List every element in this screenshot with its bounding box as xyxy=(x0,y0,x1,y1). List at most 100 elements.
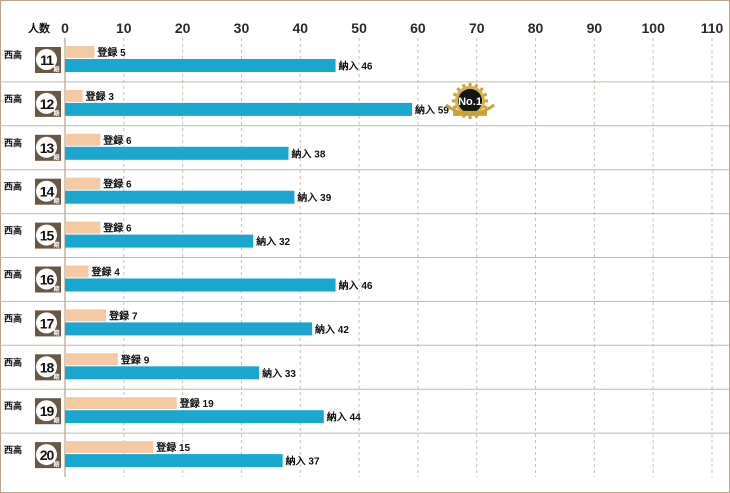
row-prefix-label: 西高 xyxy=(4,400,22,411)
row-prefix-label: 西高 xyxy=(4,93,22,104)
row-prefix-label: 西高 xyxy=(4,137,22,148)
row-badge-circle xyxy=(36,356,57,378)
row-badge-circle xyxy=(36,49,57,70)
row-prefix-label: 西高 xyxy=(4,356,22,367)
bar-登録 xyxy=(65,46,95,58)
data-label-納入: 納入 44 xyxy=(327,411,361,424)
row-prefix-label: 西高 xyxy=(4,49,22,60)
data-label-登録: 登録 6 xyxy=(102,222,132,235)
row-number-label: 20 xyxy=(40,447,55,463)
gold-no1-medal-icon: No.1 xyxy=(445,82,495,119)
x-tick-label: 30 xyxy=(234,20,250,36)
medal-inner xyxy=(458,88,483,113)
bar-登録 xyxy=(65,397,177,410)
x-tick-label: 100 xyxy=(642,20,666,36)
bar-納入 xyxy=(65,454,283,468)
bar-納入 xyxy=(65,59,336,72)
data-label-登録: 登録 3 xyxy=(85,90,115,103)
x-tick-label: 80 xyxy=(528,20,544,36)
x-tick-label: 70 xyxy=(469,20,485,36)
x-tick-label: 20 xyxy=(175,20,191,36)
row-suffix-label: 期 xyxy=(52,285,59,293)
data-label-納入: 納入 42 xyxy=(315,323,349,336)
row-badge-circle xyxy=(36,180,57,202)
data-label-納入: 納入 38 xyxy=(292,147,326,160)
bar-納入 xyxy=(65,102,413,116)
row-13: 西高 13期 登録 6 納入 38 xyxy=(4,133,326,161)
bar-納入 xyxy=(65,278,336,292)
data-label-納入: 納入 32 xyxy=(256,235,290,248)
x-tick-label: 110 xyxy=(701,20,724,36)
data-label-納入: 納入 33 xyxy=(262,367,296,380)
row-12: 西高 12期 登録 3 納入 59 No.1 xyxy=(4,82,495,119)
x-tick-label: 10 xyxy=(116,20,132,36)
row-16: 西高 16期 登録 4 納入 46 xyxy=(4,265,373,293)
data-label-登録: 登録 7 xyxy=(108,309,138,322)
x-tick-label: 90 xyxy=(587,20,603,36)
row-number-label: 15 xyxy=(40,228,55,244)
bar-納入 xyxy=(65,146,289,160)
row-number-label: 17 xyxy=(40,315,55,331)
bar-納入 xyxy=(65,410,324,424)
medal-text: No.1 xyxy=(458,96,482,108)
row-badge-circle xyxy=(36,92,57,114)
bar-登録 xyxy=(65,265,89,278)
row-badge-circle xyxy=(36,444,57,466)
bar-登録 xyxy=(65,309,107,322)
bar-登録 xyxy=(65,353,118,366)
data-label-納入: 納入 37 xyxy=(286,455,320,468)
row-prefix-label: 西高 xyxy=(4,225,22,236)
row-badge-circle xyxy=(36,224,57,246)
bar-登録 xyxy=(65,133,101,146)
row-badge-circle xyxy=(36,268,57,290)
row-suffix-label: 期 xyxy=(52,373,59,381)
data-label-登録: 登録 19 xyxy=(179,397,214,410)
row-suffix-label: 期 xyxy=(52,197,59,205)
data-label-納入: 納入 39 xyxy=(297,191,331,204)
row-badge-circle xyxy=(36,400,57,422)
row-18: 西高 18期 登録 9 納入 33 xyxy=(4,353,296,381)
row-number-label: 19 xyxy=(40,403,55,419)
data-label-登録: 登録 9 xyxy=(120,353,150,366)
row-number-label: 13 xyxy=(40,140,55,156)
row-number-label: 14 xyxy=(40,184,55,200)
bar-納入 xyxy=(65,190,295,204)
row-badge-circle xyxy=(36,136,57,158)
bar-納入 xyxy=(65,322,313,336)
data-label-納入: 納入 59 xyxy=(415,103,449,116)
row-suffix-label: 期 xyxy=(52,66,59,74)
row-suffix-label: 期 xyxy=(52,417,59,425)
data-label-納入: 納入 46 xyxy=(339,60,373,73)
data-label-納入: 納入 46 xyxy=(339,279,373,292)
data-label-登録: 登録 5 xyxy=(96,46,126,59)
row-suffix-label: 期 xyxy=(52,153,59,161)
data-label-登録: 登録 4 xyxy=(91,266,121,279)
row-11: 西高 11期 登録 5 納入 46 xyxy=(4,46,373,74)
medal-ribbon xyxy=(453,110,488,116)
row-20: 西高 20期 登録 15 納入 37 xyxy=(4,441,320,469)
row-15: 西高 15期 登録 6 納入 32 xyxy=(4,221,291,249)
axis-unit-label: 人数 xyxy=(28,21,51,35)
bar-登録 xyxy=(65,441,154,454)
row-19: 西高 19期 登録 19 納入 44 xyxy=(4,397,361,425)
x-tick-label: 60 xyxy=(410,20,426,36)
bar-登録 xyxy=(65,221,101,234)
row-14: 西高 14期 登録 6 納入 39 xyxy=(4,177,332,205)
data-label-登録: 登録 15 xyxy=(155,441,190,454)
row-suffix-label: 期 xyxy=(52,461,59,469)
row-suffix-label: 期 xyxy=(52,109,59,117)
x-tick-label: 50 xyxy=(351,20,367,36)
row-prefix-label: 西高 xyxy=(4,312,22,323)
row-suffix-label: 期 xyxy=(52,241,59,249)
row-number-label: 12 xyxy=(40,96,55,112)
data-label-登録: 登録 6 xyxy=(102,178,132,191)
row-prefix-label: 西高 xyxy=(4,444,22,455)
bar-納入 xyxy=(65,234,254,248)
bar-登録 xyxy=(65,177,101,190)
row-17: 西高 17期 登録 7 納入 42 xyxy=(4,309,349,337)
row-suffix-label: 期 xyxy=(52,329,59,337)
bar-登録 xyxy=(65,89,83,102)
row-number-label: 11 xyxy=(40,52,54,68)
row-number-label: 18 xyxy=(40,359,55,375)
